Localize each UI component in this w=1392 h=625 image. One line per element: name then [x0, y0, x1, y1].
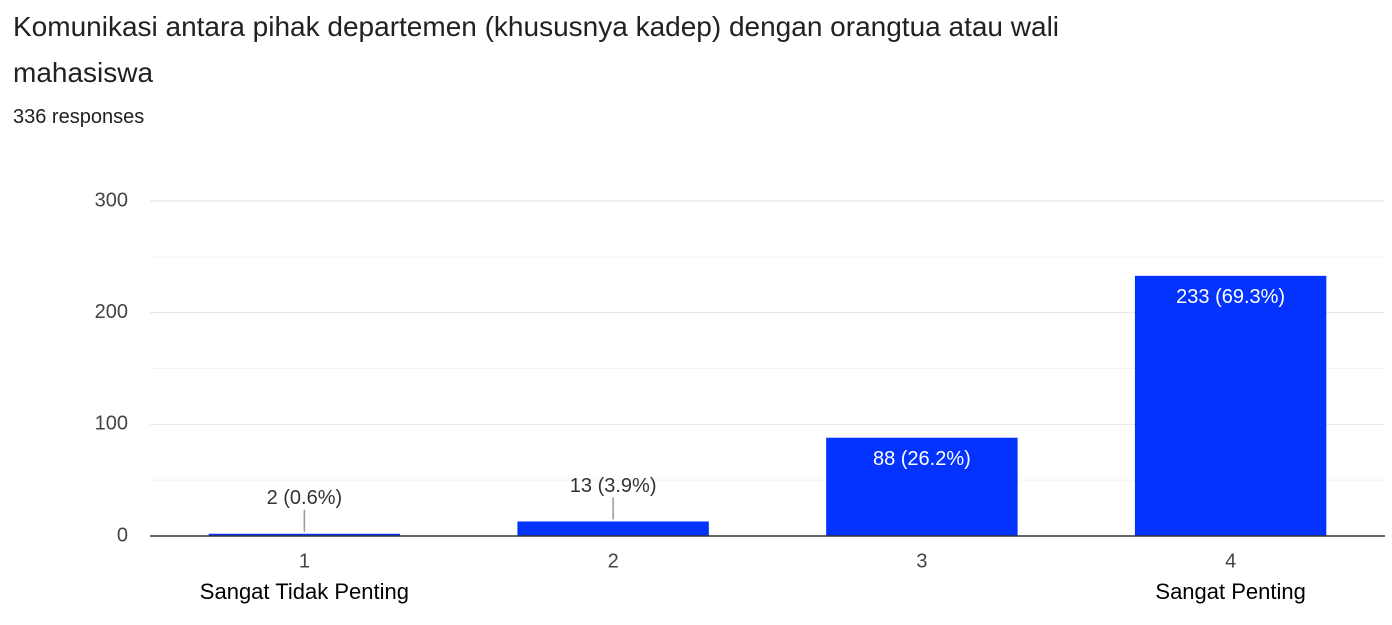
y-tick-label: 300 — [95, 189, 128, 211]
chart-title: Komunikasi antara pihak departemen (khus… — [13, 11, 1060, 88]
y-tick-label: 200 — [95, 301, 128, 323]
x-tick-label: 2 — [608, 550, 619, 572]
y-tick-label: 100 — [95, 413, 128, 435]
y-tick-label: 0 — [117, 524, 128, 546]
x-tick-label: 4 — [1225, 550, 1236, 572]
data-label: 13 (3.9%) — [570, 475, 657, 497]
bar — [208, 533, 401, 536]
bar — [517, 521, 709, 536]
bar — [826, 437, 1018, 536]
x-tick-label: 1 — [299, 550, 310, 572]
data-label: 233 (69.3%) — [1176, 286, 1285, 308]
chart-subtitle: 336 responses — [13, 106, 145, 128]
scale-low-label: Sangat Tidak Penting — [200, 579, 409, 604]
x-tick-label: 3 — [916, 550, 927, 572]
bar — [1134, 275, 1327, 536]
data-label: 2 (0.6%) — [267, 487, 343, 509]
data-label: 88 (26.2%) — [873, 448, 971, 470]
scale-high-label: Sangat Penting — [1155, 579, 1305, 604]
